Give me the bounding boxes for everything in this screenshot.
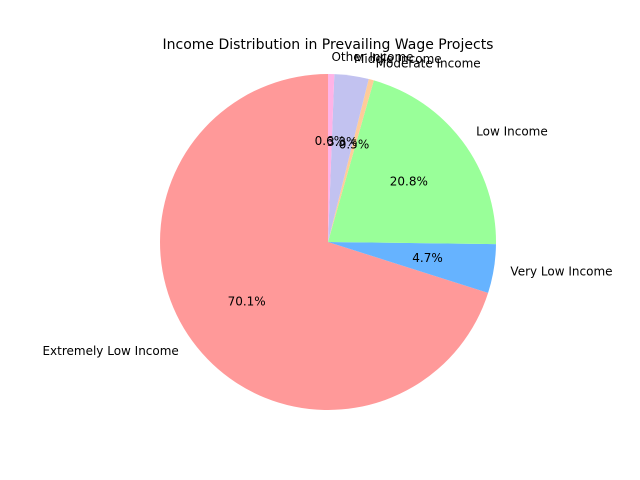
pct-label-extremely-low-income: 70.1% bbox=[228, 295, 266, 309]
pie-slice-other-income bbox=[328, 74, 335, 242]
pct-label-other-income: 0.6% bbox=[315, 134, 346, 148]
pct-label-middle-income: 3.3% bbox=[327, 135, 358, 149]
pie-slice-middle-income bbox=[328, 74, 369, 243]
slice-label-extremely-low-income: Extremely Low Income bbox=[42, 344, 178, 358]
pie-slices bbox=[159, 74, 497, 411]
pct-label-very-low-income: 4.7% bbox=[412, 251, 443, 265]
slice-label-very-low-income: Very Low Income bbox=[510, 264, 612, 278]
slice-label-moderate-income: Moderate Income bbox=[376, 56, 481, 70]
pie-labels: Extremely Low Income 70.1% Very Low Income… bbox=[42, 50, 612, 358]
pie-slice-low-income bbox=[328, 80, 497, 245]
slice-label-low-income: Low Income bbox=[476, 125, 548, 139]
pie-slice-extremely-low-income bbox=[159, 74, 489, 411]
pie-slice-very-low-income bbox=[328, 242, 496, 293]
pct-label-low-income: 20.8% bbox=[390, 175, 428, 189]
pie-slice-moderate-income bbox=[328, 79, 374, 243]
slice-label-other-income: Other Income bbox=[331, 50, 413, 64]
chart-title: Income Distribution in Prevailing Wage P… bbox=[163, 37, 494, 53]
slice-label-middle-income: Middle Income bbox=[354, 52, 442, 66]
pct-label-moderate-income: 0.5% bbox=[339, 138, 370, 152]
